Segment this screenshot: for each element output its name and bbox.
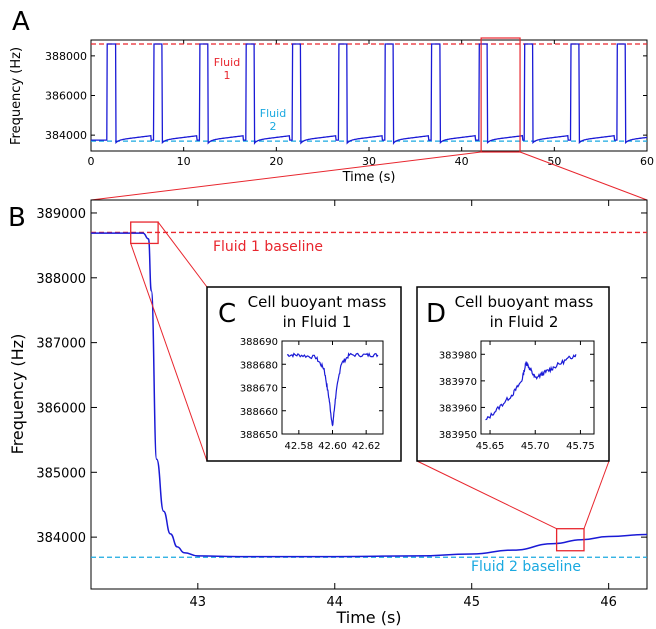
inset-c-letter: C [218,299,236,329]
a-ytick-label: 388000 [45,50,87,63]
fluid1-baseline-label: Fluid 1 baseline [213,239,323,255]
panel-b-letter: B [8,203,26,233]
inset-d-connector-right [583,460,610,529]
b-ytick-label: 389000 [36,207,86,222]
b-ytick-label: 385000 [36,466,86,481]
inset-d-letter: D [426,299,446,329]
inset-d-ticks: 45.65 45.70 45.75 383950 383960 383970 383980 [439,341,595,452]
inset-d-xtick-label: 45.70 [521,441,550,452]
a-xtick-label: 20 [269,155,283,168]
panel-a-trace [91,43,648,145]
inset-c-connector-bottom [130,243,208,462]
inset-d-ytick-label: 383970 [439,377,477,388]
b-ytick-label: 386000 [36,401,86,416]
inset-d-trace [485,354,577,421]
a-ytick-label: 386000 [45,90,87,103]
panel-b: B 43 44 45 46 384000 385000 386000 387000 388000… [8,199,648,627]
panel-a-letter: A [12,7,30,37]
a-xtick-label: 60 [640,155,654,168]
panel-a-ticks: 0 10 20 30 40 50 60 384000 386000 388000 [45,40,654,168]
inset-c-connector-top [157,221,208,288]
b-ytick-label: 387000 [36,337,86,352]
inset-c-subtitle: in Fluid 1 [283,313,352,331]
panel-b-xlabel: Time (s) [335,608,401,627]
b-ytick-label: 388000 [36,272,86,287]
fluid1-label-num: 1 [224,69,231,82]
inset-c-ytick-label: 388690 [240,337,278,348]
inset-d: D Cell buoyant mass in Fluid 2 45.65 45.7… [416,286,610,462]
panel-b-ticks: 43 44 45 46 384000 385000 386000 387000 388000 38… [36,200,647,610]
panel-b-inset-connectors [130,221,610,530]
panel-a-ylabel: Frequency (Hz) [9,47,24,145]
zoom-box-c [130,221,159,245]
panel-a-frame [90,39,648,152]
b-xtick-label: 45 [463,595,480,610]
inset-c-ytick-label: 388680 [240,360,278,371]
panel-a-xlabel: Time (s) [342,170,396,185]
panel-b-trace [90,232,648,558]
inset-c-xtick-label: 42.62 [352,441,381,452]
inset-d-ytick-label: 383950 [439,430,477,441]
fluid1-label: Fluid [214,56,240,69]
inset-c-ticks: 42.58 42.60 42.62 388650 388660 388670 388680 3… [240,337,383,452]
inset-d-frame [416,286,610,462]
panel-a-zoom-box [480,37,521,153]
inset-c-xtick-label: 42.58 [285,441,314,452]
b-ytick-label: 384000 [36,531,86,546]
panel-b-ylabel: Frequency (Hz) [8,334,27,455]
b-xtick-label: 46 [600,595,617,610]
inset-d-xtick-label: 45.65 [476,441,505,452]
b-xtick-label: 43 [190,595,207,610]
panel-b-frame [90,199,648,590]
inset-c-xtick-label: 42.60 [318,441,347,452]
inset-d-connector-left [416,460,557,530]
inset-c: C Cell buoyant mass in Fluid 1 42.58 42.6… [206,286,402,462]
zoom-connector-left [90,151,482,201]
a-xtick-label: 50 [547,155,561,168]
zoom-box-d [555,528,585,552]
inset-c-ytick-label: 388650 [240,430,278,441]
inset-d-xtick-label: 45.75 [566,441,595,452]
a-xtick-label: 30 [362,155,376,168]
inset-c-frame [206,286,402,462]
panel-b-zoom-boxes [130,221,585,552]
inset-d-title: Cell buoyant mass [455,293,594,311]
inset-c-trace [286,352,379,427]
fluid2-label: Fluid [260,107,286,120]
fluid2-label-num: 2 [270,120,277,133]
inset-c-ytick-label: 388670 [240,384,278,395]
a-xtick-label: 0 [88,155,95,168]
inset-d-ytick-label: 383980 [439,350,477,361]
inset-d-ytick-label: 383960 [439,403,477,414]
inset-d-subtitle: in Fluid 2 [490,313,559,331]
a-ytick-label: 384000 [45,129,87,142]
zoom-connector-right [519,151,648,201]
inset-d-axes [480,340,595,435]
inset-c-title: Cell buoyant mass [248,293,387,311]
b-xtick-label: 44 [326,595,343,610]
a-xtick-label: 40 [455,155,469,168]
inset-c-ytick-label: 388660 [240,407,278,418]
fluid2-baseline-label: Fluid 2 baseline [471,559,581,575]
a-xtick-label: 10 [177,155,191,168]
